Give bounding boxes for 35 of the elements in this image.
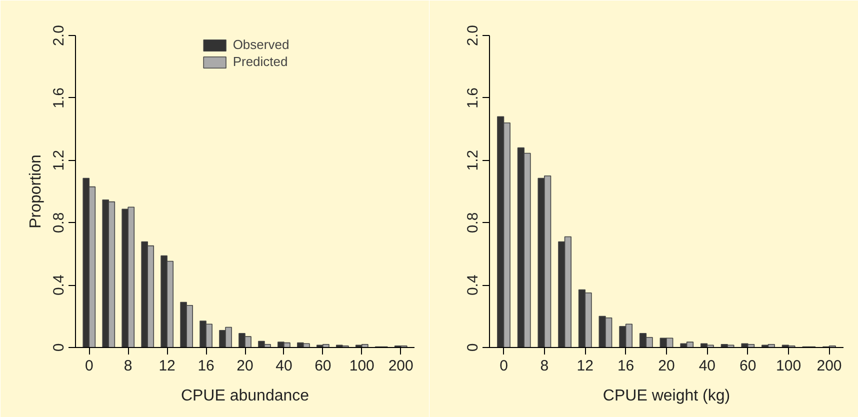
y-tick-label: 1.6 (464, 87, 482, 108)
x-tick-label: 40 (698, 358, 716, 374)
y-tick-label: 0 (464, 343, 482, 352)
x-tick-label: 12 (158, 358, 176, 374)
y-tick-label: 0 (50, 343, 68, 352)
legend-label: Observed (232, 37, 290, 52)
x-tick-label: 16 (198, 358, 214, 374)
x-axis-title: CPUE abundance (180, 388, 310, 404)
y-tick-label: 1.2 (50, 150, 68, 171)
x-tick-label: 16 (617, 358, 634, 374)
x-tick-label: 0 (84, 358, 94, 374)
x-tick-label: 20 (236, 358, 254, 374)
legend-label: Predicted (232, 54, 288, 69)
y-tick-label: 0.8 (50, 212, 68, 234)
x-tick-label: 60 (314, 358, 332, 374)
x-tick-label: 12 (576, 358, 594, 374)
y-tick-label: 0.4 (50, 274, 68, 296)
y-tick-label: 0.4 (464, 274, 482, 296)
x-tick-label: 100 (776, 358, 802, 374)
x-tick-label: 0 (500, 358, 508, 374)
x-tick-label: 40 (276, 358, 292, 374)
x-tick-label: 20 (658, 358, 675, 374)
x-tick-label: 8 (124, 358, 132, 374)
y-tick-label: 2.0 (464, 25, 482, 46)
y-tick-label: 2.0 (50, 25, 68, 46)
y-tick-label: 1.6 (50, 87, 68, 108)
x-tick-label: 100 (349, 358, 374, 374)
y-tick-label: 0.8 (464, 212, 482, 234)
x-axis-title: CPUE weight (kg) (602, 388, 730, 404)
x-tick-label: 200 (388, 358, 414, 374)
x-tick-label: 60 (740, 358, 756, 374)
x-tick-label: 200 (816, 358, 842, 374)
y-axis-title: Proportion (28, 154, 44, 228)
x-tick-label: 8 (540, 358, 549, 374)
y-tick-label: 1.2 (464, 150, 482, 171)
